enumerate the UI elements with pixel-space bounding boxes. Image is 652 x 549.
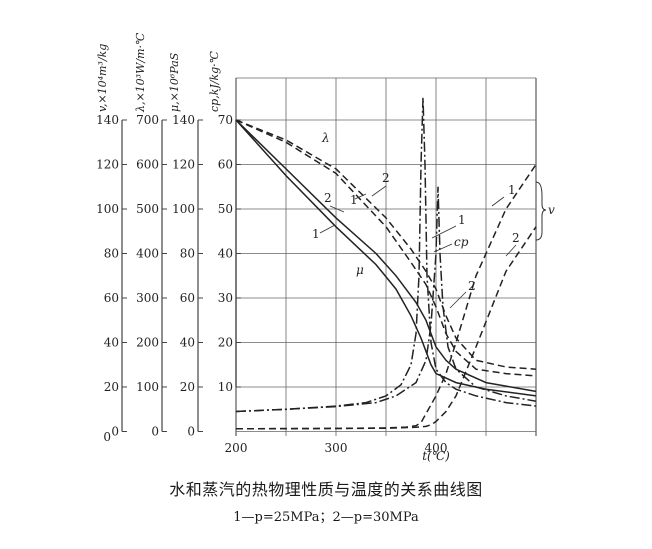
- y-tick-label-mu: 80: [180, 247, 195, 261]
- y-tick-label-mu: 60: [180, 291, 195, 305]
- series-line-cp-p2: [235, 186, 537, 413]
- series-line-v-p1: [235, 164, 537, 430]
- label-mu: μ: [356, 263, 364, 277]
- leader-line: [505, 244, 517, 257]
- y-tick-label-mu: 0: [187, 425, 195, 439]
- x-tick-label: 200: [225, 441, 248, 455]
- label-lambda-p2: 2: [382, 171, 390, 185]
- y-tick-label-lambda: 100: [136, 380, 159, 394]
- label-v-p2: 2: [512, 231, 520, 245]
- y-tick-label-lambda: 200: [136, 336, 159, 350]
- y-axis-label-mu: μ,×10⁶PaS: [168, 52, 181, 112]
- origin-label: 0: [103, 430, 111, 444]
- label-lambda: λ: [321, 131, 330, 145]
- y-tick-label-v: 100: [96, 202, 119, 216]
- leader-line: [491, 196, 505, 207]
- label-mu-p1: 1: [312, 227, 320, 241]
- x-tick-label: 300: [325, 441, 348, 455]
- y-tick-label-cp: 20: [218, 336, 233, 350]
- y-tick-label-lambda: 300: [136, 291, 159, 305]
- y-tick-label-cp: 40: [218, 247, 233, 261]
- y-axis-label-lambda: λ,×10³W/m·℃: [134, 32, 147, 113]
- y-tick-label-v: 140: [96, 113, 119, 127]
- leader-line: [354, 193, 367, 200]
- leader-line: [371, 185, 387, 197]
- y-tick-label-cp: 60: [218, 158, 233, 172]
- chart-title: 水和蒸汽的热物理性质与温度的关系曲线图: [169, 480, 483, 499]
- y-tick-label-v: 120: [96, 158, 119, 172]
- y-tick-label-v: 0: [111, 425, 119, 439]
- y-tick-label-lambda: 600: [136, 158, 159, 172]
- label-cp-p2: 2: [468, 279, 476, 293]
- y-tick-label-lambda: 500: [136, 202, 159, 216]
- y-tick-label-mu: 20: [180, 380, 195, 394]
- leader-line: [329, 205, 345, 213]
- y-tick-label-cp: 50: [218, 202, 233, 216]
- y-tick-label-mu: 140: [172, 113, 195, 127]
- series-line-lambda-p1: [235, 119, 537, 377]
- series-line-mu-p2: [235, 119, 537, 393]
- y-tick-label-lambda: 400: [136, 247, 159, 261]
- leader-line: [319, 224, 336, 234]
- series-line-cp-p1: [235, 97, 537, 413]
- curve-labels: λ μ cp v 2 1 2 1 1 2 1 2: [312, 131, 555, 309]
- series-line-lambda-p2: [235, 119, 537, 370]
- y-axis-label-v: v,×10⁴m³/kg: [96, 44, 109, 112]
- label-v-p1: 1: [508, 183, 516, 197]
- y-axes: 020406080100120140v,×10⁴m³/kg01002003004…: [96, 32, 241, 444]
- y-tick-label-v: 20: [104, 380, 119, 394]
- y-tick-label-mu: 40: [180, 336, 195, 350]
- y-tick-label-cp: 30: [218, 291, 233, 305]
- label-cp-p1: 1: [458, 213, 466, 227]
- y-tick-label-mu: 100: [172, 202, 195, 216]
- y-tick-label-v: 60: [104, 291, 119, 305]
- series-line-v-p2: [235, 226, 537, 430]
- y-tick-label-v: 40: [104, 336, 119, 350]
- y-tick-label-lambda: 0: [151, 425, 159, 439]
- leader-line: [433, 243, 453, 253]
- chart-subtitle-legend: 1—p=25MPa；2—p=30MPa: [233, 510, 419, 525]
- leader-line: [449, 291, 467, 309]
- y-axis-label-cp: cp,kJ/kg·℃: [208, 50, 221, 112]
- y-tick-label-mu: 120: [172, 158, 195, 172]
- series-group: [235, 97, 537, 430]
- y-tick-label-cp: 10: [218, 380, 233, 394]
- label-lambda-p1: 1: [350, 193, 358, 207]
- series-line-mu-p1: [235, 119, 537, 397]
- label-v: v: [548, 203, 555, 217]
- y-tick-label-cp: 70: [218, 113, 233, 127]
- y-tick-label-lambda: 700: [136, 113, 159, 127]
- v-bracket: [535, 181, 547, 241]
- y-tick-label-v: 80: [104, 247, 119, 261]
- label-cp: cp: [454, 235, 469, 249]
- leader-line: [431, 225, 457, 239]
- x-axis-label: t(℃): [422, 449, 450, 463]
- label-mu-p2: 2: [324, 191, 332, 205]
- x-tick-label: 400: [425, 441, 448, 455]
